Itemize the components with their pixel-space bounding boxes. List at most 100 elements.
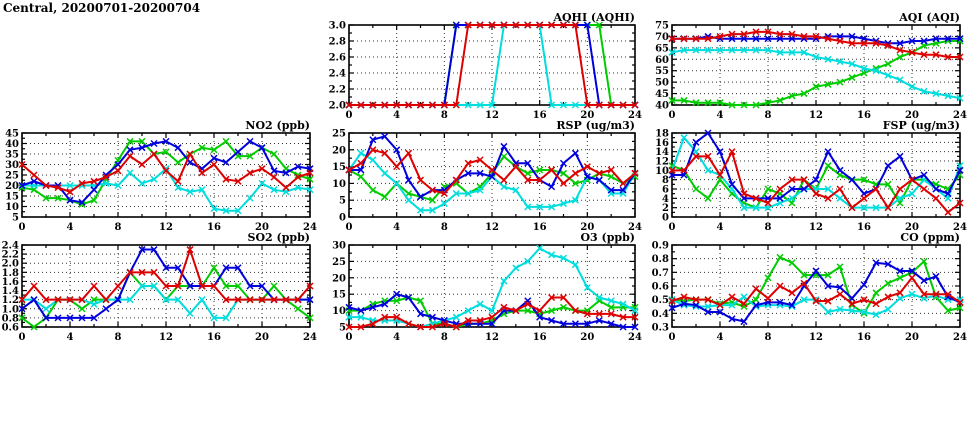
- chart-fsp: 0 2 4 6 8 10 12 14 16 18 0 4 8 12 16 20 24 FSP (ug/m3): [642, 117, 970, 234]
- y-tick-label: 1.2: [2, 295, 19, 306]
- plot-frame: [348, 244, 636, 328]
- plot-frame: [21, 132, 311, 218]
- x-tick-label: 8: [441, 222, 448, 233]
- x-tick-label: 16: [857, 332, 871, 343]
- y-tick-label: 0: [662, 213, 669, 224]
- x-tick-label: 12: [485, 332, 499, 343]
- y-tick-label: 8: [662, 175, 669, 186]
- series-markers-green: [668, 37, 964, 109]
- x-tick-label: 4: [67, 222, 74, 233]
- x-tick-label: 24: [628, 332, 642, 343]
- y-tick-label: 16: [655, 138, 669, 149]
- y-tick-label: 25: [332, 129, 346, 140]
- x-tick-label: 20: [255, 222, 269, 233]
- y-tick-label: 55: [655, 66, 669, 77]
- y-tick-label: 45: [5, 129, 19, 140]
- page-title: Central, 20200701-20200704: [3, 1, 201, 15]
- x-tick-label: 8: [115, 222, 122, 233]
- series-markers-red: [18, 246, 314, 304]
- x-tick-label: 12: [159, 332, 173, 343]
- chart-canvas-rsp: 0 5 10 15 20 25 0 4 8 12 16 20 24 RSP (ug/m3): [332, 119, 642, 233]
- y-tick-label: 14: [655, 147, 669, 158]
- x-tick-label: 0: [669, 222, 676, 233]
- x-tick-label: 12: [809, 110, 823, 121]
- y-tick-label: 2.4: [329, 69, 346, 80]
- chart-aqi: 40 45 50 55 60 65 70 75 0 4 8 12 16 20 24 AQI (AQI): [642, 9, 970, 122]
- y-tick-label: 3.0: [329, 21, 346, 32]
- x-tick-label: 12: [159, 222, 173, 233]
- x-tick-label: 4: [717, 222, 724, 233]
- series-markers-red: [668, 274, 964, 309]
- y-tick-label: 1.8: [2, 268, 19, 279]
- y-tick-label: 4: [662, 194, 669, 205]
- chart-o3: 5 10 15 20 25 30 0 4 8 12 16 20 24 O3 (ppb): [319, 229, 645, 344]
- x-tick-label: 20: [905, 332, 919, 343]
- y-tick-label: 0.6: [652, 282, 669, 293]
- x-tick-label: 4: [717, 332, 724, 343]
- y-tick-label: 35: [5, 150, 19, 161]
- x-tick-label: 8: [765, 332, 772, 343]
- x-tick-label: 20: [255, 332, 269, 343]
- y-tick-label: 15: [5, 192, 19, 203]
- chart-canvas-o3: 5 10 15 20 25 30 0 4 8 12 16 20 24 O3 (ppb): [332, 231, 642, 343]
- series-line-cyan: [349, 247, 636, 328]
- y-tick-label: 20: [332, 145, 346, 156]
- y-tick-label: 70: [655, 32, 669, 43]
- y-tick-label: 15: [332, 162, 346, 173]
- x-tick-label: 8: [441, 110, 448, 121]
- x-tick-label: 4: [717, 110, 724, 121]
- y-tick-label: 5: [339, 323, 346, 334]
- x-tick-label: 20: [580, 332, 594, 343]
- y-tick-label: 0.5: [652, 295, 669, 306]
- chart-canvas-aqhi: 2.0 2.2 2.4 2.6 2.8 3.0 0 4 8 12 16 20 24 AQHI (AQHI): [329, 11, 642, 121]
- series-markers-blue: [668, 129, 964, 202]
- x-tick-label: 0: [669, 332, 676, 343]
- x-tick-label: 16: [207, 222, 221, 233]
- series-markers-red: [345, 21, 639, 109]
- x-tick-label: 12: [485, 222, 499, 233]
- y-tick-label: 5: [339, 196, 346, 207]
- y-tick-label: 1.4: [2, 286, 19, 297]
- series-markers-red: [668, 28, 964, 61]
- chart-title-o3: O3 (ppb): [580, 231, 635, 244]
- x-tick-label: 24: [953, 110, 967, 121]
- chart-title-rsp: RSP (ug/m3): [556, 119, 635, 132]
- x-tick-label: 0: [346, 110, 353, 121]
- y-tick-label: 75: [655, 21, 669, 32]
- y-tick-label: 0.9: [652, 241, 669, 252]
- y-tick-label: 2: [662, 203, 669, 214]
- x-tick-label: 16: [857, 110, 871, 121]
- chart-no2: 5 10 15 20 25 30 35 40 45 0 4 8 12 16 20 24 NO2 (ppb): [0, 117, 320, 234]
- x-tick-label: 20: [580, 222, 594, 233]
- series-line-blue: [21, 248, 310, 319]
- y-tick-label: 2.6: [329, 53, 346, 64]
- chart-title-co: CO (ppm): [900, 231, 960, 244]
- x-tick-label: 16: [533, 222, 547, 233]
- x-tick-label: 24: [303, 332, 317, 343]
- x-tick-label: 4: [393, 222, 400, 233]
- chart-co: 0.3 0.4 0.5 0.6 0.7 0.8 0.9 0 4 8 12 16 20 24 CO (ppm): [642, 229, 970, 344]
- y-tick-label: 2.0: [2, 259, 19, 270]
- x-tick-label: 24: [628, 222, 642, 233]
- y-tick-label: 5: [12, 213, 19, 224]
- series-markers-blue: [668, 32, 964, 47]
- series-markers-blue: [668, 259, 964, 326]
- y-tick-label: 0.3: [652, 323, 669, 334]
- y-tick-label: 12: [655, 157, 669, 168]
- series-markers-blue: [345, 290, 639, 331]
- y-tick-label: 2.2: [329, 85, 346, 96]
- x-tick-label: 4: [393, 110, 400, 121]
- plot-frame: [671, 244, 961, 328]
- y-tick-label: 45: [655, 89, 669, 100]
- x-tick-label: 4: [393, 332, 400, 343]
- plot-frame: [671, 24, 961, 106]
- x-tick-label: 0: [669, 110, 676, 121]
- y-tick-label: 6: [662, 185, 669, 196]
- chart-rsp: 0 5 10 15 20 25 0 4 8 12 16 20 24 RSP (ug/m3): [319, 117, 645, 234]
- y-tick-label: 10: [332, 306, 346, 317]
- y-tick-label: 40: [5, 139, 19, 150]
